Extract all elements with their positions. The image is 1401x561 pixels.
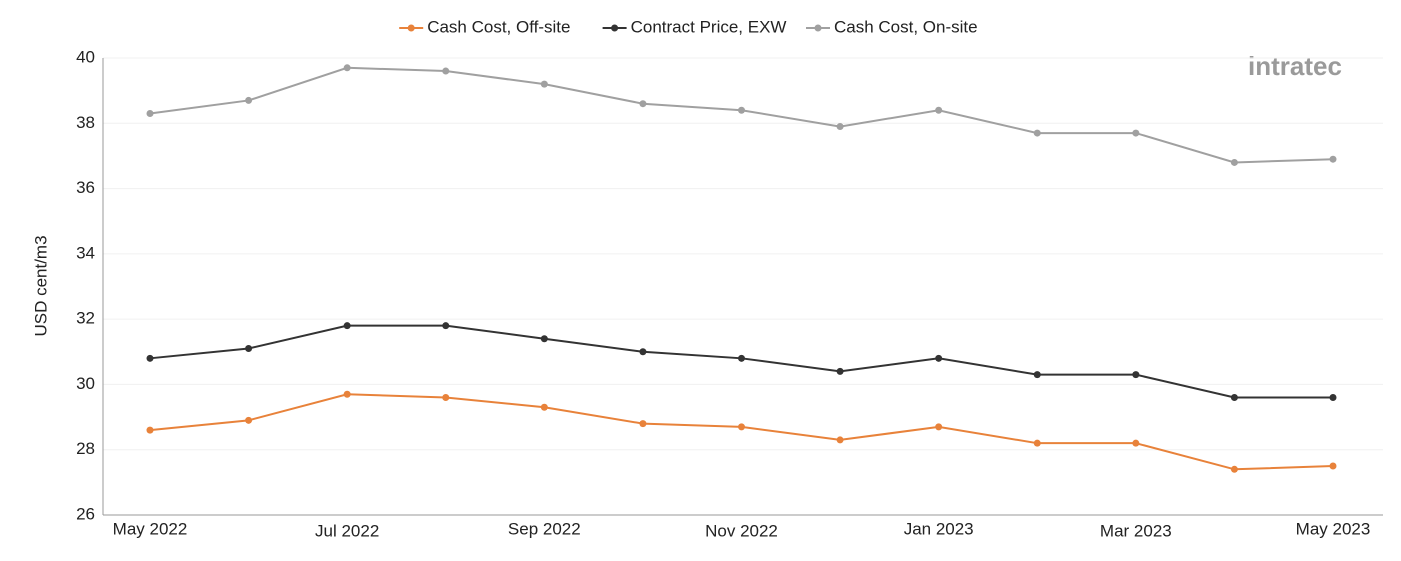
data-point [639, 100, 647, 108]
data-point [245, 416, 253, 424]
data-point [540, 403, 548, 411]
data-point [1132, 129, 1140, 137]
data-point [442, 393, 450, 401]
data-point [639, 348, 647, 356]
data-point [1033, 371, 1041, 379]
data-point [245, 345, 253, 353]
y-tick-label: 26 [76, 504, 95, 523]
legend-label: Cash Cost, On-site [834, 17, 978, 36]
x-tick-label: Sep 2022 [508, 519, 581, 538]
data-point [245, 96, 253, 104]
data-point [1033, 129, 1041, 137]
data-point [540, 335, 548, 343]
y-tick-label: 34 [76, 243, 95, 262]
series-line [149, 393, 1334, 471]
data-point [442, 67, 450, 75]
legend-marker [611, 24, 619, 32]
y-tick-label: 30 [76, 374, 95, 393]
data-point [1329, 155, 1337, 163]
data-point [639, 420, 647, 428]
data-point [836, 123, 844, 131]
data-point [836, 367, 844, 375]
series-line [149, 66, 1334, 164]
data-point [1033, 439, 1041, 447]
legend-label: Cash Cost, Off-site [427, 17, 570, 36]
data-point [738, 354, 745, 362]
data-point [146, 354, 154, 362]
data-point [540, 80, 548, 88]
y-tick-label: 40 [76, 47, 95, 66]
data-point [146, 109, 154, 117]
x-tick-label: Mar 2023 [1100, 521, 1172, 540]
x-tick-label: Jul 2022 [315, 521, 379, 540]
data-point [935, 423, 943, 431]
data-point [1230, 465, 1238, 473]
legend-marker [407, 24, 415, 32]
data-point [738, 106, 745, 114]
data-point [1230, 158, 1238, 166]
data-point [935, 354, 943, 362]
x-tick-label: May 2022 [113, 519, 188, 538]
data-point [343, 390, 351, 398]
data-point [1329, 462, 1337, 470]
data-point [146, 426, 154, 434]
y-tick-label: 28 [76, 439, 95, 458]
y-tick-label: 38 [76, 113, 95, 132]
x-tick-label: May 2023 [1296, 519, 1371, 538]
legend-marker [814, 24, 822, 32]
data-point [343, 322, 351, 330]
y-tick-label: 32 [76, 309, 95, 328]
x-tick-label: Nov 2022 [705, 521, 778, 540]
data-point [738, 423, 745, 431]
logo: intratec [1248, 51, 1342, 81]
data-point [935, 106, 943, 114]
data-point [1230, 393, 1238, 401]
data-point [836, 436, 844, 444]
y-axis-label: USD cent/m3 [31, 235, 50, 336]
data-point [1132, 439, 1140, 447]
data-point [343, 64, 351, 72]
data-point [442, 322, 450, 330]
data-point [1132, 371, 1140, 379]
legend-label: Contract Price, EXW [631, 17, 787, 36]
x-tick-label: Jan 2023 [904, 519, 974, 538]
data-point [1329, 393, 1337, 401]
y-tick-label: 36 [76, 178, 95, 197]
